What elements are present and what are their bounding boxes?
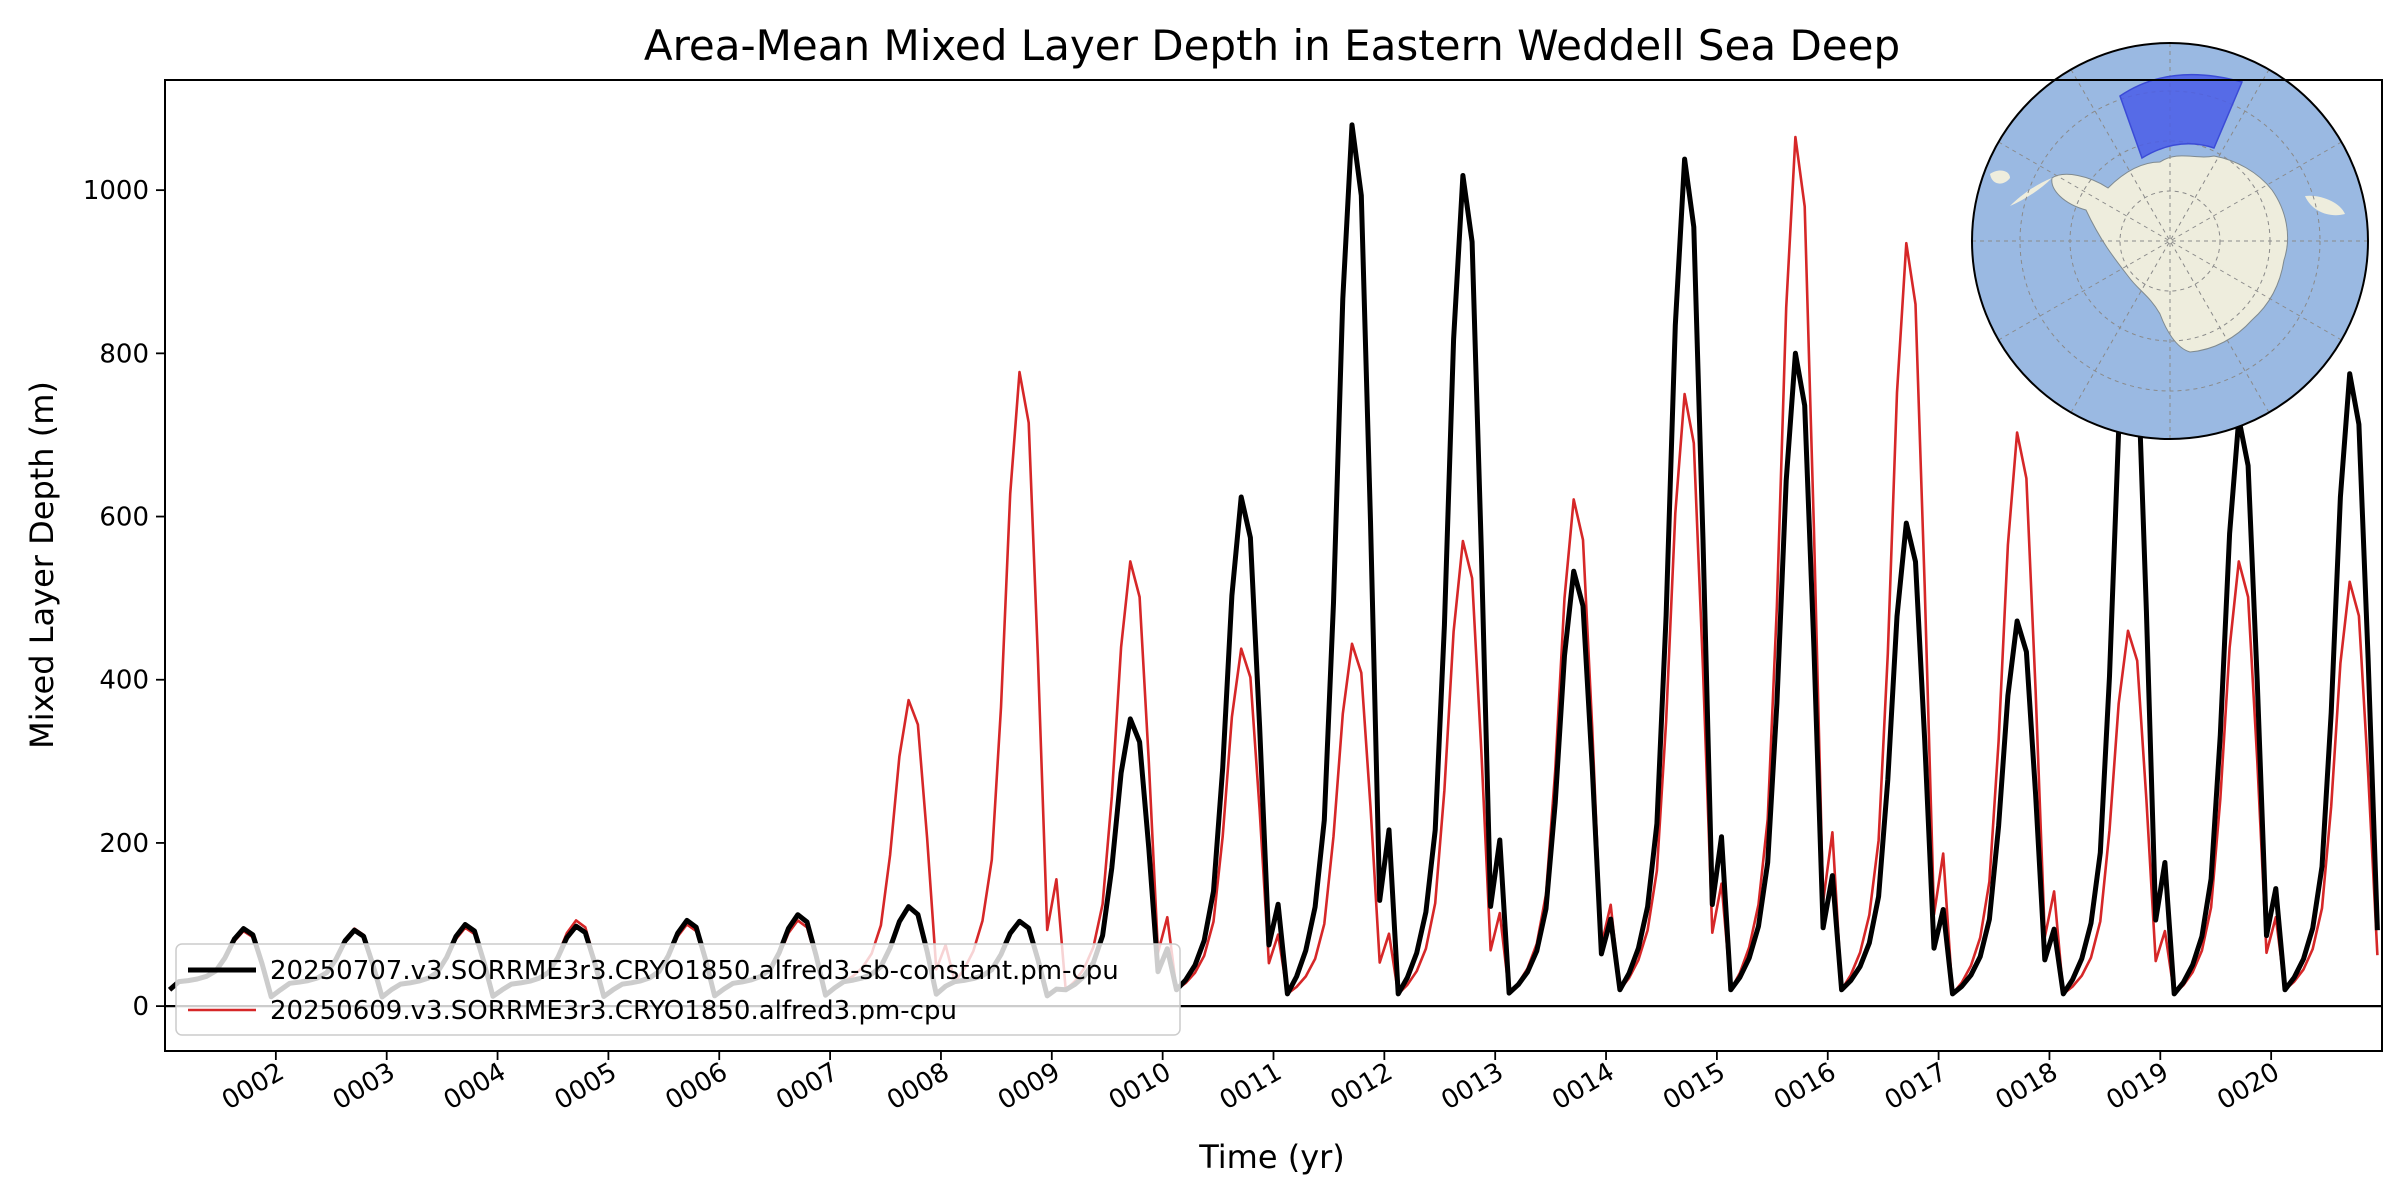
- chart-title: Area-Mean Mixed Layer Depth in Eastern W…: [644, 21, 1900, 70]
- x-tick-label: 0015: [1658, 1057, 1730, 1116]
- x-tick-label: 0011: [1215, 1057, 1287, 1116]
- legend-box: [175, 943, 1181, 1036]
- x-tick-label: 0013: [1436, 1057, 1508, 1116]
- x-tick-label: 0017: [1880, 1057, 1952, 1116]
- x-tick-label: 0010: [1104, 1057, 1176, 1116]
- y-tick-label: 600: [99, 503, 149, 533]
- x-tick-label: 0019: [2101, 1057, 2173, 1116]
- x-tick-label: 0009: [993, 1057, 1065, 1116]
- x-tick-label: 0004: [439, 1057, 511, 1116]
- x-tick-label: 0008: [882, 1057, 954, 1116]
- x-tick-label: 0002: [217, 1057, 289, 1116]
- x-tick-label: 0020: [2212, 1057, 2284, 1116]
- longitude-line: [1998, 141, 2342, 341]
- longitude-line: [2070, 69, 2270, 413]
- legend: 20250707.v3.SORRME3r3.CRYO1850.alfred3-s…: [175, 943, 1181, 1036]
- y-tick-label: 200: [99, 829, 149, 859]
- south-america-tip-land: [1990, 170, 2010, 184]
- legend-label-1: 20250707.v3.SORRME3r3.CRYO1850.alfred3-s…: [270, 956, 1119, 986]
- inset-map: [1971, 42, 2369, 440]
- x-tick-label: 0012: [1326, 1057, 1398, 1116]
- inset-border: [1971, 42, 2369, 440]
- x-axis-label: Time (yr): [1198, 1138, 1345, 1176]
- x-tick-label: 0003: [328, 1057, 400, 1116]
- x-tick-label: 0005: [550, 1057, 622, 1116]
- x-tick-label: 0018: [1991, 1057, 2063, 1116]
- longitude-line: [1998, 141, 2342, 341]
- x-tick-label: 0006: [660, 1057, 732, 1116]
- x-tick-label: 0014: [1547, 1057, 1619, 1116]
- x-tick-label: 0016: [1769, 1057, 1841, 1116]
- y-tick-label: 0: [132, 992, 149, 1022]
- y-tick-label: 1000: [83, 176, 149, 206]
- longitude-line: [2070, 69, 2270, 413]
- australia-tip-land: [2305, 195, 2345, 216]
- legend-label-2: 20250609.v3.SORRME3r3.CRYO1850.alfred3.p…: [270, 996, 957, 1026]
- y-axis-label: Mixed Layer Depth (m): [23, 381, 61, 749]
- y-tick-label: 400: [99, 666, 149, 696]
- x-tick-label: 0007: [771, 1057, 843, 1116]
- y-tick-label: 800: [99, 339, 149, 369]
- peninsula-land: [2010, 178, 2052, 206]
- plot-frame: [164, 79, 2383, 1052]
- inset-content: [1972, 43, 2368, 439]
